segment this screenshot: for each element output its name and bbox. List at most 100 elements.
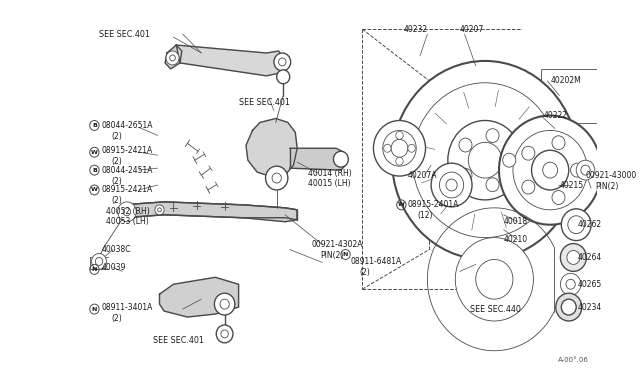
Circle shape <box>576 160 595 180</box>
Circle shape <box>552 136 565 150</box>
Text: (2): (2) <box>111 196 122 205</box>
Text: (12): (12) <box>417 211 433 220</box>
Circle shape <box>571 163 584 177</box>
Text: 40039: 40039 <box>102 263 126 272</box>
Circle shape <box>566 279 575 289</box>
Circle shape <box>166 51 179 65</box>
Circle shape <box>556 293 582 321</box>
Circle shape <box>448 121 522 200</box>
Circle shape <box>561 299 576 315</box>
Circle shape <box>155 205 164 215</box>
Circle shape <box>522 180 535 194</box>
Text: SEE SEC.401: SEE SEC.401 <box>153 336 204 345</box>
Circle shape <box>581 165 590 175</box>
Text: 00921-4302A: 00921-4302A <box>311 240 363 249</box>
Circle shape <box>221 330 228 338</box>
Text: 40038C: 40038C <box>102 245 131 254</box>
Text: PIN(2): PIN(2) <box>595 182 618 190</box>
Circle shape <box>522 146 535 160</box>
Circle shape <box>396 157 403 165</box>
Text: 40207: 40207 <box>460 25 484 34</box>
Circle shape <box>124 208 131 216</box>
Circle shape <box>274 53 291 71</box>
Circle shape <box>396 131 403 140</box>
Text: 08044-2651A: 08044-2651A <box>102 121 154 130</box>
Polygon shape <box>122 202 297 222</box>
Text: 40210: 40210 <box>504 235 528 244</box>
Circle shape <box>118 202 136 222</box>
Text: 08915-2421A: 08915-2421A <box>102 146 153 155</box>
Text: 08915-2401A: 08915-2401A <box>408 201 460 209</box>
Circle shape <box>499 116 602 225</box>
Polygon shape <box>165 45 182 69</box>
Text: 08911-6481A: 08911-6481A <box>350 257 401 266</box>
Circle shape <box>486 178 499 192</box>
Circle shape <box>276 70 290 84</box>
Text: 40264: 40264 <box>578 253 602 262</box>
Text: PIN(2): PIN(2) <box>321 251 344 260</box>
Circle shape <box>333 151 348 167</box>
Text: (2): (2) <box>111 132 122 141</box>
Circle shape <box>383 144 391 152</box>
Text: A-00°.06: A-00°.06 <box>558 357 589 363</box>
Circle shape <box>486 129 499 142</box>
Circle shape <box>561 209 591 241</box>
Circle shape <box>408 144 415 152</box>
Text: 40053 (LH): 40053 (LH) <box>106 217 148 226</box>
Text: 40215: 40215 <box>559 180 584 189</box>
Text: N: N <box>343 252 348 257</box>
Circle shape <box>532 150 569 190</box>
Text: 40014 (RH): 40014 (RH) <box>308 169 352 177</box>
Circle shape <box>552 190 565 205</box>
Text: N: N <box>92 307 97 312</box>
Text: W: W <box>91 150 98 155</box>
Polygon shape <box>159 277 239 317</box>
Circle shape <box>92 253 106 269</box>
Circle shape <box>266 166 288 190</box>
Circle shape <box>567 250 580 264</box>
Text: 40207A: 40207A <box>408 171 437 180</box>
Circle shape <box>391 140 408 157</box>
Circle shape <box>561 244 586 271</box>
Circle shape <box>392 61 578 259</box>
Text: (2): (2) <box>360 268 370 277</box>
Text: 40018: 40018 <box>504 217 528 226</box>
Circle shape <box>502 153 516 167</box>
Bar <box>541 69 611 124</box>
Circle shape <box>568 216 584 234</box>
Text: N: N <box>92 267 97 272</box>
Circle shape <box>543 162 557 178</box>
Text: 00921-43000: 00921-43000 <box>586 171 637 180</box>
Circle shape <box>459 138 472 152</box>
Circle shape <box>95 257 103 265</box>
Text: 08911-3401A: 08911-3401A <box>102 302 153 312</box>
Circle shape <box>440 172 463 198</box>
Text: 40265: 40265 <box>578 280 602 289</box>
Polygon shape <box>176 45 284 76</box>
Polygon shape <box>246 119 297 178</box>
Text: B: B <box>92 168 97 173</box>
Text: SEE SEC.401: SEE SEC.401 <box>239 98 289 107</box>
Text: 40202M: 40202M <box>550 76 581 85</box>
Text: (2): (2) <box>111 314 122 323</box>
Polygon shape <box>290 148 346 170</box>
Text: 40232: 40232 <box>403 25 428 34</box>
Text: (2): (2) <box>111 157 122 166</box>
Circle shape <box>373 121 426 176</box>
Circle shape <box>561 273 581 295</box>
Text: SEE SEC.440: SEE SEC.440 <box>470 305 521 314</box>
Text: SEE SEC.401: SEE SEC.401 <box>99 30 150 39</box>
Circle shape <box>216 325 233 343</box>
Circle shape <box>468 142 502 178</box>
Circle shape <box>214 293 235 315</box>
Text: 40262: 40262 <box>578 220 602 229</box>
Circle shape <box>220 299 229 309</box>
Circle shape <box>513 131 588 210</box>
Circle shape <box>455 238 533 321</box>
Circle shape <box>383 131 416 166</box>
Text: (2): (2) <box>111 177 122 186</box>
Text: 08044-2451A: 08044-2451A <box>102 166 154 174</box>
Text: 08915-2421A: 08915-2421A <box>102 186 153 195</box>
Text: 40015 (LH): 40015 (LH) <box>308 179 351 187</box>
Circle shape <box>278 58 286 66</box>
